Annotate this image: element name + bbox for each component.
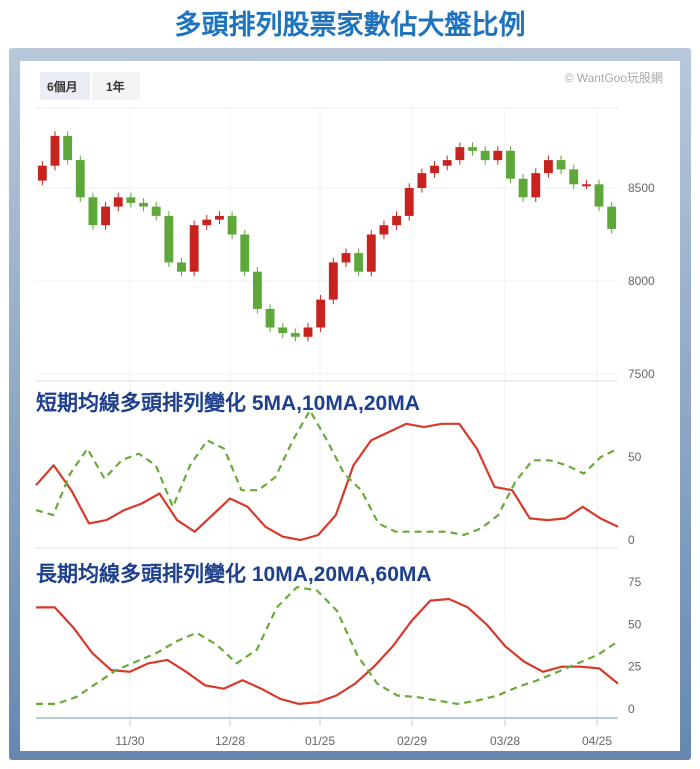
candle-body (506, 150, 515, 179)
candle-body (328, 262, 338, 300)
candle-body (392, 215, 402, 226)
candle-body (265, 308, 275, 328)
candle-body (215, 215, 224, 220)
candle-body (177, 262, 186, 272)
candle-body (531, 173, 541, 198)
long-term-panel-title: 長期均線多頭排列變化 10MA,20MA,60MA (36, 562, 432, 586)
x-tick-label: 12/28 (215, 734, 245, 748)
y-tick-label: 8000 (628, 274, 655, 288)
y-tick-label: 50 (628, 450, 642, 464)
candle-body (417, 173, 427, 188)
long-term-red-solid-line (36, 597, 619, 706)
y-tick-label: 25 (628, 660, 642, 674)
candle-body (240, 234, 250, 272)
candle-body (455, 147, 465, 161)
candle-body (303, 327, 313, 337)
short-term-panel-title: 短期均線多頭排列變化 5MA,10MA,20MA (36, 391, 420, 415)
candle-body (126, 197, 136, 203)
long-term-green-dashed-line (36, 585, 619, 706)
candle-body (63, 135, 73, 161)
candle-body (607, 206, 617, 229)
candle-body (493, 150, 503, 161)
candle-body (556, 160, 566, 170)
candle-body (37, 165, 47, 181)
y-tick-label: 8500 (628, 181, 655, 195)
candle-body (442, 160, 452, 166)
candle-body (113, 197, 123, 207)
watermark: © WantGoo玩股網 (565, 71, 663, 85)
candle-body (316, 299, 326, 328)
candle-body (366, 234, 376, 272)
candle-body (581, 184, 591, 187)
candle-body (543, 160, 553, 174)
short-term-green-dashed-line (35, 409, 619, 537)
x-tick-label: 03/28 (490, 734, 520, 748)
y-tick-label: 7500 (628, 367, 655, 381)
candle-body (227, 215, 237, 235)
candle-body (468, 147, 477, 151)
candle-body (164, 215, 174, 263)
candle-body (101, 206, 111, 226)
x-tick-label: 11/30 (115, 734, 144, 748)
candle-body (379, 225, 389, 235)
candle-body (404, 188, 414, 216)
candle-body (278, 327, 288, 334)
candle-body (75, 160, 85, 198)
y-tick-label: 50 (628, 617, 642, 631)
x-tick-label: 04/25 (582, 734, 612, 748)
candle-body (151, 206, 161, 216)
candle-body (518, 178, 528, 198)
candle-body (189, 225, 199, 272)
short-term-red-solid-line (35, 422, 619, 542)
candle-body (252, 271, 262, 309)
candle-body (139, 202, 148, 207)
range-6m-button[interactable]: 6個月 (40, 72, 90, 100)
candle-body (569, 169, 579, 185)
range-1y-label: 1年 (106, 79, 125, 94)
candle-body (202, 219, 212, 226)
candle-body (594, 184, 604, 207)
range-1y-button[interactable]: 1年 (92, 72, 140, 100)
candle-body (430, 165, 439, 174)
y-tick-label: 75 (628, 575, 642, 589)
candle-body (290, 333, 300, 337)
y-tick-label: 0 (628, 533, 635, 547)
x-tick-label: 02/29 (397, 734, 427, 748)
y-tick-label: 0 (628, 702, 635, 716)
candle-body (480, 150, 490, 161)
candle-body (88, 197, 98, 226)
candle-body (50, 135, 60, 166)
figure-title: 多頭排列股票家數佔大盤比例 (175, 9, 526, 40)
x-tick-label: 01/25 (305, 734, 335, 748)
candle-body (354, 253, 364, 272)
candle-body (341, 253, 351, 263)
range-6m-label: 6個月 (47, 79, 78, 94)
